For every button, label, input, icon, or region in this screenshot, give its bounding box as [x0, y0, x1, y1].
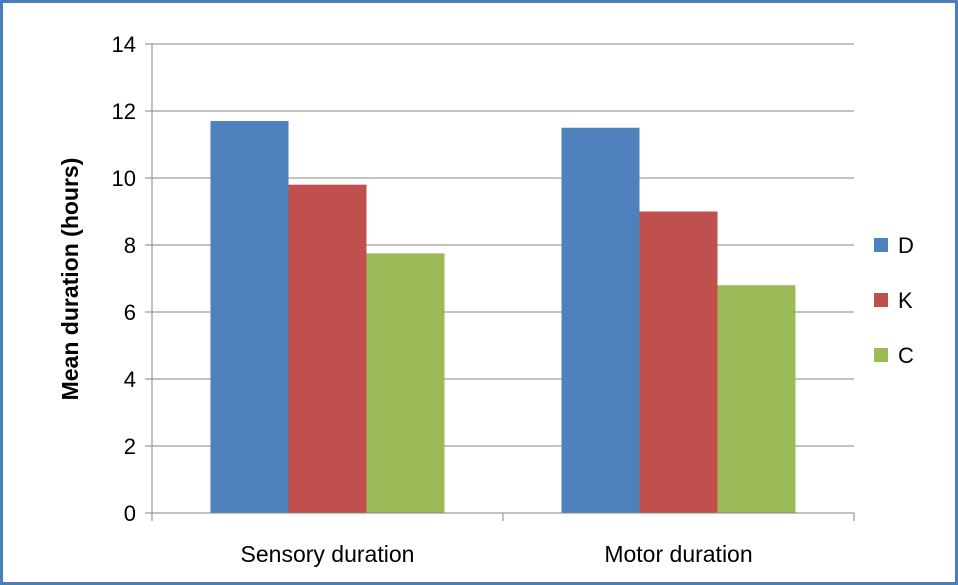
legend: D K C [874, 233, 914, 368]
legend-label-d: D [898, 233, 914, 258]
bar-k-1 [289, 185, 367, 513]
legend-label-c: C [898, 343, 914, 368]
bar-k-2 [640, 212, 718, 514]
legend-swatch-k [874, 293, 888, 307]
bar-c-1 [367, 253, 445, 513]
x-category-labels: Sensory duration Motor duration [241, 541, 753, 567]
y-tick-label: 8 [124, 233, 136, 258]
bars [211, 121, 796, 513]
y-tick-label: 2 [124, 434, 136, 459]
y-tick-label: 4 [124, 367, 136, 392]
x-category-label: Sensory duration [241, 541, 415, 567]
legend-swatch-d [874, 238, 888, 252]
y-tick-label: 12 [112, 99, 136, 124]
x-category-label: Motor duration [604, 541, 752, 567]
bar-d-1 [211, 121, 289, 513]
y-tick-label: 6 [124, 300, 136, 325]
bar-c-2 [718, 285, 796, 513]
y-tick-label: 14 [112, 32, 136, 57]
y-tick-label: 10 [112, 166, 136, 191]
y-tick-label: 0 [124, 501, 136, 526]
legend-swatch-c [874, 348, 888, 362]
y-tick-labels: 0 2 4 6 8 10 12 14 [112, 32, 136, 526]
legend-label-k: K [898, 288, 913, 313]
bar-d-2 [562, 128, 640, 513]
y-axis-title: Mean duration (hours) [57, 158, 83, 401]
